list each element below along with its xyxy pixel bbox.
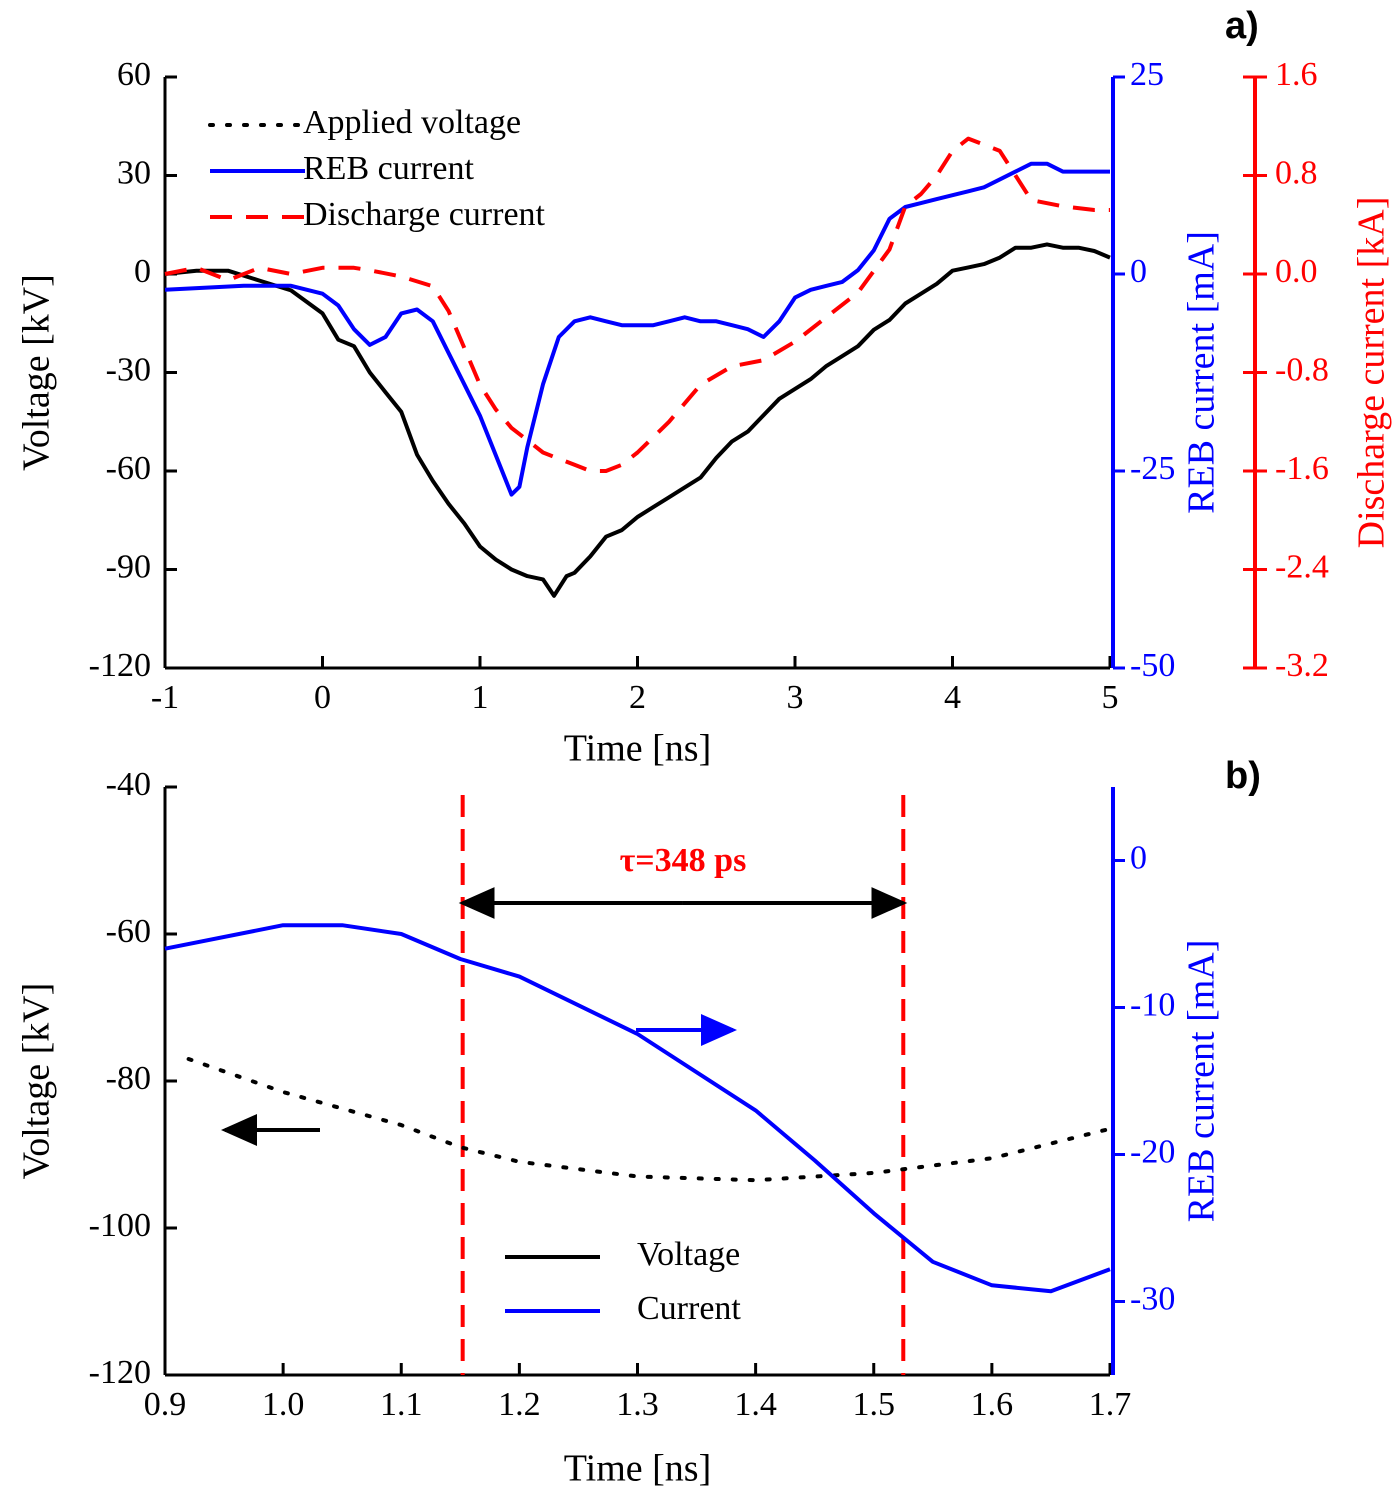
y-tick-label: 30 bbox=[117, 154, 151, 191]
legend-label: Voltage bbox=[637, 1236, 740, 1273]
x-axis-label: Time [ns] bbox=[564, 728, 711, 770]
y2-axis-label: REB current [mA] bbox=[1181, 940, 1223, 1223]
y2-tick-label: -50 bbox=[1130, 647, 1175, 684]
x-tick-label: 4 bbox=[944, 679, 961, 716]
x-tick-label: 5 bbox=[1102, 679, 1119, 716]
x-tick-label: 1.2 bbox=[498, 1386, 541, 1423]
y2-axis-label: REB current [mA] bbox=[1181, 231, 1223, 514]
x-tick-label: 1.3 bbox=[616, 1386, 659, 1423]
y-tick-label: -80 bbox=[106, 1060, 151, 1097]
y3-axis-label: Discharge current [kA] bbox=[1351, 197, 1393, 549]
panel-label: a) bbox=[1225, 5, 1259, 47]
y3-tick-label: 0.0 bbox=[1275, 253, 1318, 290]
y2-tick-label: 25 bbox=[1130, 56, 1164, 93]
x-tick-label: 1.0 bbox=[262, 1386, 305, 1423]
legend-label: REB current bbox=[303, 150, 474, 187]
x-tick-label: 1.5 bbox=[853, 1386, 896, 1423]
series-line bbox=[164, 136, 1110, 473]
x-tick-label: 1.1 bbox=[380, 1386, 423, 1423]
y-tick-label: -60 bbox=[106, 913, 151, 950]
y-tick-label: 0 bbox=[134, 253, 151, 290]
y2-tick-label: 0 bbox=[1130, 839, 1147, 876]
y-tick-label: -90 bbox=[106, 548, 151, 585]
x-tick-label: 0 bbox=[314, 679, 331, 716]
panel-label: b) bbox=[1225, 755, 1261, 797]
y2-tick-label: -20 bbox=[1130, 1133, 1175, 1170]
x-axis-label: Time [ns] bbox=[564, 1448, 711, 1490]
legend-label: Discharge current bbox=[303, 196, 546, 233]
y3-tick-label: 0.8 bbox=[1275, 154, 1318, 191]
y3-tick-label: 1.6 bbox=[1275, 56, 1318, 93]
y3-tick-label: -1.6 bbox=[1275, 450, 1329, 487]
y2-tick-label: -25 bbox=[1130, 450, 1175, 487]
y-tick-label: -40 bbox=[106, 766, 151, 803]
x-tick-label: -1 bbox=[151, 679, 179, 716]
series-line bbox=[186, 1057, 1112, 1183]
y-tick-label: -60 bbox=[106, 450, 151, 487]
x-tick-label: 1.6 bbox=[971, 1386, 1014, 1423]
x-tick-label: 0.9 bbox=[144, 1386, 187, 1423]
y-tick-label: -100 bbox=[89, 1207, 151, 1244]
y2-tick-label: -10 bbox=[1130, 986, 1175, 1023]
y2-tick-label: -30 bbox=[1130, 1280, 1175, 1317]
x-tick-label: 1.4 bbox=[734, 1386, 777, 1423]
y-tick-label: -30 bbox=[106, 351, 151, 388]
annotation: τ=348 ps bbox=[620, 842, 747, 879]
y-tick-label: 60 bbox=[117, 56, 151, 93]
y-tick-label: -120 bbox=[89, 1354, 151, 1391]
series-line bbox=[164, 923, 1111, 1294]
series-line bbox=[164, 161, 1110, 497]
legend-label: Applied voltage bbox=[303, 104, 521, 141]
y2-tick-label: 0 bbox=[1130, 253, 1147, 290]
x-tick-label: 1 bbox=[472, 679, 489, 716]
y-tick-label: -120 bbox=[89, 647, 151, 684]
y3-tick-label: -0.8 bbox=[1275, 351, 1329, 388]
legend-label: Current bbox=[637, 1290, 741, 1327]
y-axis-label: Voltage [kV] bbox=[16, 274, 58, 471]
y3-tick-label: -3.2 bbox=[1275, 647, 1329, 684]
x-tick-label: 1.7 bbox=[1089, 1386, 1132, 1423]
x-tick-label: 3 bbox=[787, 679, 804, 716]
x-tick-label: 2 bbox=[629, 679, 646, 716]
series-line bbox=[164, 242, 1111, 598]
y-axis-label: Voltage [kV] bbox=[16, 983, 58, 1180]
y3-tick-label: -2.4 bbox=[1275, 548, 1329, 585]
